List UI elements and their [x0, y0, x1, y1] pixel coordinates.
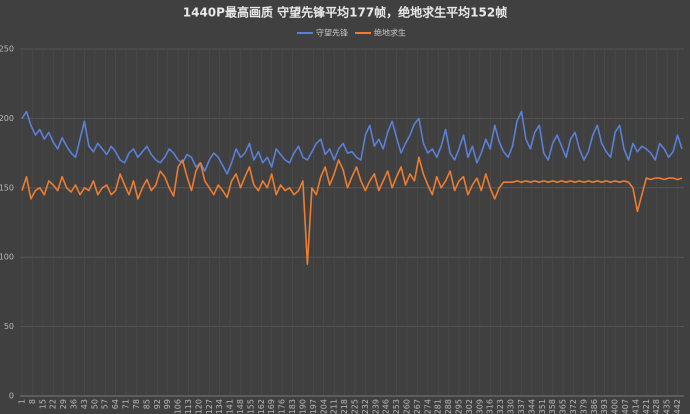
x-tick-label: 148 [236, 399, 245, 414]
x-tick-label: 57 [101, 399, 110, 409]
x-tick-label: 435 [663, 399, 672, 414]
y-tick-label: 50 [4, 322, 14, 331]
x-tick-label: 302 [465, 399, 474, 414]
x-tick-label: 190 [298, 399, 307, 414]
x-tick-label: 386 [590, 399, 599, 414]
x-tick-label: 288 [444, 399, 453, 414]
x-tick-label: 428 [652, 399, 661, 414]
legend-label: 守望先锋 [316, 28, 348, 38]
series-line [21, 156, 683, 265]
y-tick-label: 150 [0, 183, 14, 192]
x-tick-label: 29 [59, 399, 68, 409]
x-tick-label: 211 [330, 399, 339, 414]
x-tick-label: 183 [288, 399, 297, 414]
x-tick-label: 372 [569, 399, 578, 414]
x-tick-label: 239 [371, 399, 380, 414]
x-tick-label: 218 [340, 399, 349, 414]
x-tick-label: 85 [142, 399, 151, 409]
y-tick-label: 200 [0, 114, 14, 123]
x-tick-label: 204 [319, 399, 328, 414]
x-tick-label: 120 [194, 399, 203, 414]
x-tick-label: 295 [455, 399, 464, 414]
x-tick-label: 71 [122, 399, 131, 409]
x-tick-label: 197 [309, 399, 318, 414]
x-tick-label: 393 [600, 399, 609, 414]
x-tick-label: 379 [579, 399, 588, 414]
x-tick-label: 407 [621, 399, 630, 414]
x-tick-label: 43 [80, 399, 89, 409]
x-tick-label: 64 [111, 399, 120, 409]
x-tick-label: 442 [673, 399, 682, 414]
x-tick-label: 330 [507, 399, 516, 414]
x-tick-label: 414 [631, 399, 640, 414]
x-tick-label: 8 [28, 399, 37, 404]
x-tick-label: 232 [361, 399, 370, 414]
x-tick-label: 127 [205, 399, 214, 414]
x-tick-label: 351 [538, 399, 547, 414]
x-tick-label: 134 [215, 399, 224, 414]
x-tick-label: 15 [38, 399, 47, 409]
x-tick-label: 141 [226, 399, 235, 414]
x-tick-label: 400 [611, 399, 620, 414]
legend-label: 绝地求生 [374, 28, 406, 38]
x-tick-label: 365 [559, 399, 568, 414]
x-tick-label: 225 [350, 399, 359, 414]
x-tick-label: 50 [90, 399, 99, 409]
x-tick-label: 113 [184, 399, 193, 414]
x-tick-label: 267 [413, 399, 422, 414]
x-tick-label: 162 [257, 399, 266, 414]
y-tick-label: 250 [0, 45, 14, 54]
x-tick-label: 337 [517, 399, 526, 414]
x-tick-label: 99 [163, 399, 172, 409]
x-tick-label: 176 [278, 399, 287, 414]
x-tick-label: 155 [246, 399, 255, 414]
x-tick-label: 253 [392, 399, 401, 414]
x-tick-label: 106 [174, 399, 183, 414]
x-tick-label: 309 [475, 399, 484, 414]
x-tick-label: 92 [153, 399, 162, 409]
x-tick-label: 22 [49, 399, 58, 409]
x-tick-label: 358 [548, 399, 557, 414]
chart-title: 1440P最高画质 守望先锋平均177帧，绝地求生平均152帧 [183, 5, 507, 20]
x-tick-label: 78 [132, 399, 141, 409]
x-tick-label: 316 [486, 399, 495, 414]
x-tick-label: 274 [423, 399, 432, 414]
series-line [21, 110, 683, 175]
x-tick-label: 1 [18, 399, 27, 404]
x-tick-label: 246 [382, 399, 391, 414]
x-tick-label: 169 [267, 399, 276, 414]
x-tick-label: 421 [642, 399, 651, 414]
x-tick-label: 281 [434, 399, 443, 414]
x-tick-label: 323 [496, 399, 505, 414]
y-tick-label: 0 [9, 392, 14, 401]
x-tick-label: 36 [70, 399, 79, 409]
x-tick-label: 260 [403, 399, 412, 414]
y-tick-label: 100 [0, 253, 14, 262]
x-tick-label: 344 [527, 399, 536, 414]
